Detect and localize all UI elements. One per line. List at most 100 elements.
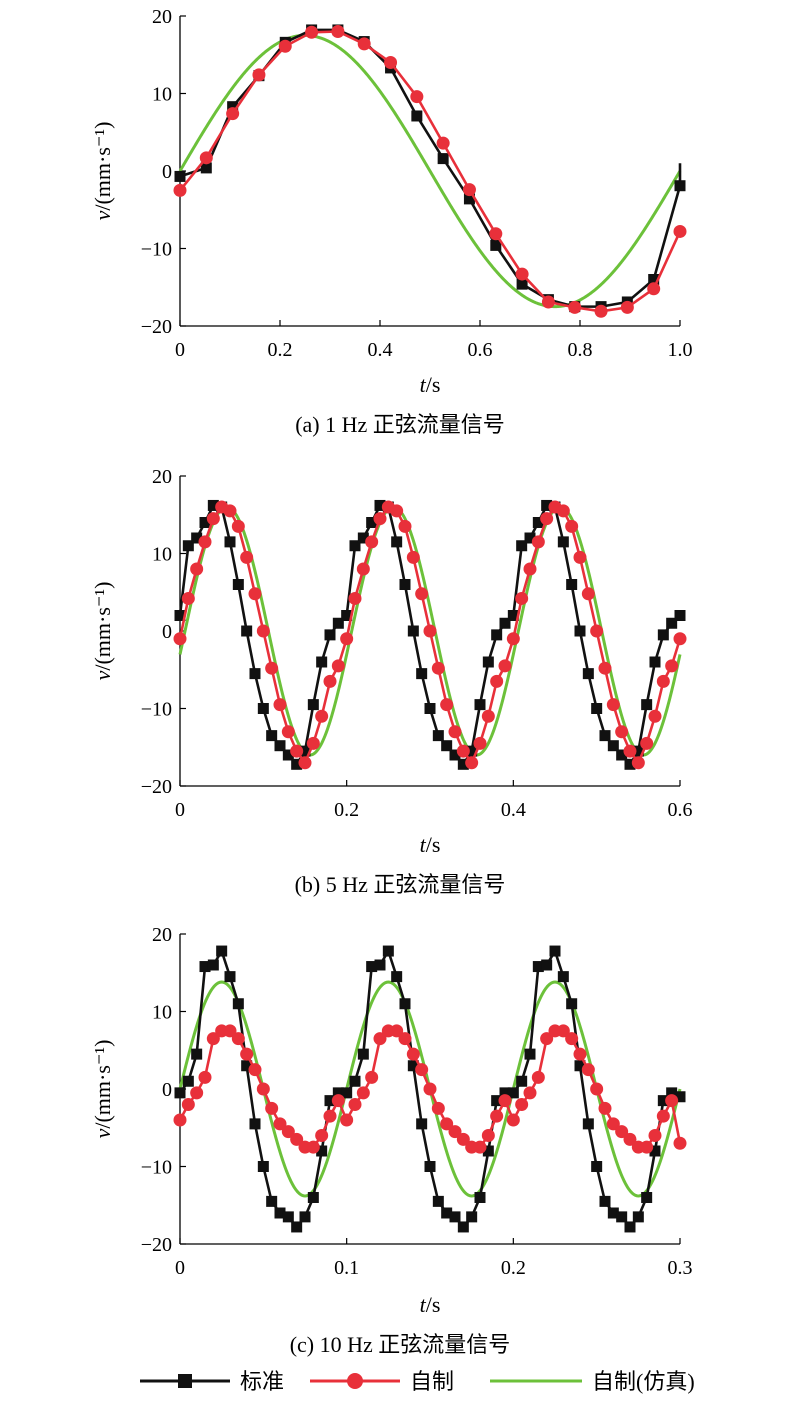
data-point [557,971,569,983]
data-point [491,1095,503,1107]
data-point [665,659,679,673]
data-point [240,1047,254,1061]
data-point [223,1024,237,1038]
data-point [374,499,386,511]
data-point [448,725,462,739]
data-point [282,749,294,761]
data-point [574,1060,586,1072]
data-point [181,1098,195,1111]
data-point [473,736,487,750]
y-tick-label: −10 [141,699,172,721]
data-point [648,274,660,285]
data-point [391,971,403,983]
data-point [365,535,379,549]
data-point [231,519,245,533]
data-point [407,625,419,637]
data-point [541,499,553,511]
data-point [232,998,244,1010]
data-point [657,629,669,641]
data-point [265,1101,279,1115]
data-point [226,107,240,121]
data-point [206,1032,220,1046]
data-point [307,1192,319,1203]
data-point [266,1195,278,1207]
data-point [482,1145,494,1157]
data-point [656,1109,670,1123]
data-point [256,624,270,638]
data-point [616,749,628,761]
data-point [674,180,686,192]
data-point [656,674,670,688]
data-point [324,1095,336,1107]
data-point [298,756,312,770]
x-tick-label: 0 [175,1257,185,1279]
data-point [349,1075,361,1087]
data-point [606,1117,620,1131]
data-point [224,536,236,548]
data-point [490,239,502,251]
data-point [591,703,603,714]
data-point [232,579,244,590]
y-tick-label: 0 [162,161,172,183]
data-point [449,1211,461,1223]
data-point [615,1125,629,1139]
data-point [407,1060,419,1072]
legend-label: 自制 [410,1369,454,1394]
data-point [290,744,304,758]
data-point [666,1087,678,1099]
data-point [307,699,319,711]
data-point [316,656,328,668]
data-point [306,1140,320,1154]
data-point [582,1118,594,1130]
x-tick-label: 0.2 [334,799,359,821]
data-point [565,519,579,533]
data-point [249,1118,261,1130]
x-tick-label: 0 [175,339,185,361]
data-point [516,1075,528,1087]
data-point [532,961,544,973]
data-point [199,961,211,973]
series-selfmade [173,25,687,318]
data-point [641,699,653,711]
data-point [173,183,187,197]
data-point [557,536,569,548]
data-point [491,629,503,641]
data-point [365,1070,379,1084]
data-point [265,661,279,675]
data-point [466,745,478,757]
data-point [641,1192,653,1203]
data-point [357,532,369,544]
series-simulated [178,505,682,757]
x-tick-label: 0.4 [368,339,393,361]
data-point [356,1086,370,1100]
data-point [373,1032,387,1046]
data-point [523,562,537,576]
y-axis-label: v/(mm·s⁻¹) [90,122,115,221]
data-point [406,550,420,564]
chart-panel-2: −20 −10 0 10 20 0 0.2 0.4 0.6 t/s v/(mm·s⁻¹) (b) 5 … [90,466,693,897]
data-point [648,709,662,723]
data-point [348,1098,362,1111]
legend-label: 自制(仿真) [592,1369,695,1394]
data-point [173,1113,187,1127]
data-point [282,1211,294,1223]
data-point [200,162,212,174]
data-point [523,1086,537,1100]
data-point [316,1145,328,1157]
x-axis-label: t/s [420,1292,441,1317]
data-point [674,610,686,621]
data-point [332,617,344,629]
data-point [437,153,449,165]
data-point [223,504,237,518]
data-point [549,945,561,957]
data-point [406,1047,420,1061]
data-point [598,661,612,675]
data-point [482,656,494,668]
data-point [331,659,345,673]
data-point [599,730,611,742]
x-tick-label: 0.1 [334,1257,359,1279]
data-point [498,659,512,673]
data-point [440,698,454,712]
data-point [274,1207,286,1219]
data-point [182,1075,194,1087]
